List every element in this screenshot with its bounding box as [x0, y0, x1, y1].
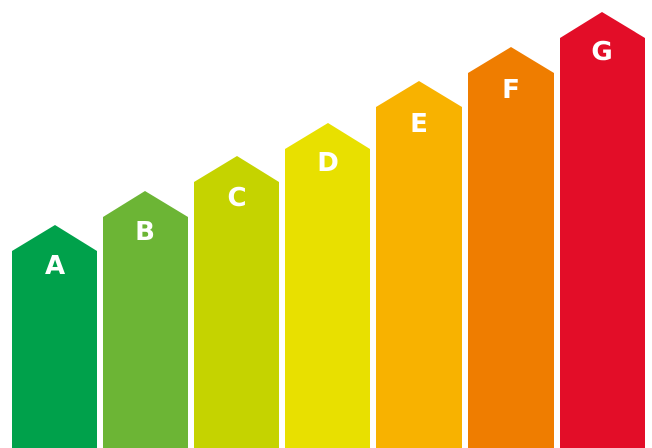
bar-f-letter: F [502, 75, 520, 105]
bar-e: E [376, 81, 462, 448]
bar-b-letter: B [135, 217, 155, 247]
bar-a-letter: A [45, 251, 65, 281]
bar-a: A [12, 225, 97, 448]
bar-b-shape [103, 191, 188, 448]
bar-g: G [560, 12, 645, 448]
bar-c-letter: C [227, 183, 246, 213]
bar-g-shape [560, 12, 645, 448]
bar-d-shape [285, 123, 370, 448]
bar-f-shape [468, 47, 554, 448]
bar-a-shape [12, 225, 97, 448]
bar-f: F [468, 47, 554, 448]
bar-c-shape [194, 156, 279, 448]
bar-e-letter: E [410, 109, 428, 139]
bar-b: B [103, 191, 188, 448]
bar-e-shape [376, 81, 462, 448]
bar-d-letter: D [317, 148, 339, 178]
bar-g-letter: G [591, 37, 612, 67]
bar-c: C [194, 156, 279, 448]
bar-d: D [285, 123, 370, 448]
